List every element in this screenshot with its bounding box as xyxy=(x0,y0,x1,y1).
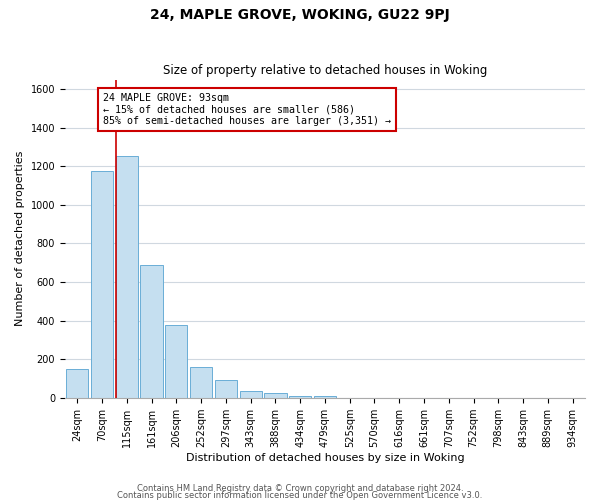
Bar xyxy=(140,264,163,398)
Text: 24, MAPLE GROVE, WOKING, GU22 9PJ: 24, MAPLE GROVE, WOKING, GU22 9PJ xyxy=(150,8,450,22)
Text: Contains HM Land Registry data © Crown copyright and database right 2024.: Contains HM Land Registry data © Crown c… xyxy=(137,484,463,493)
Bar xyxy=(116,156,138,398)
Bar xyxy=(66,369,88,398)
Bar xyxy=(165,326,187,398)
Title: Size of property relative to detached houses in Woking: Size of property relative to detached ho… xyxy=(163,64,487,77)
Bar xyxy=(91,171,113,398)
X-axis label: Distribution of detached houses by size in Woking: Distribution of detached houses by size … xyxy=(185,452,464,462)
Bar xyxy=(239,390,262,398)
Bar xyxy=(215,380,237,398)
Text: Contains public sector information licensed under the Open Government Licence v3: Contains public sector information licen… xyxy=(118,491,482,500)
Text: 24 MAPLE GROVE: 93sqm
← 15% of detached houses are smaller (586)
85% of semi-det: 24 MAPLE GROVE: 93sqm ← 15% of detached … xyxy=(103,93,391,126)
Bar xyxy=(264,394,287,398)
Bar xyxy=(314,396,336,398)
Bar xyxy=(289,396,311,398)
Bar xyxy=(190,367,212,398)
Y-axis label: Number of detached properties: Number of detached properties xyxy=(15,151,25,326)
